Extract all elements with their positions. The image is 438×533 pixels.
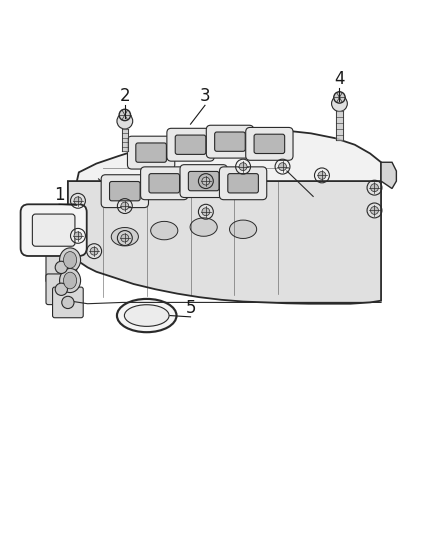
Circle shape: [334, 92, 345, 103]
Circle shape: [119, 109, 131, 120]
Circle shape: [62, 296, 74, 309]
FancyBboxPatch shape: [127, 136, 175, 169]
Circle shape: [318, 172, 326, 179]
Ellipse shape: [151, 221, 178, 240]
Circle shape: [371, 206, 378, 214]
FancyBboxPatch shape: [21, 204, 87, 256]
FancyBboxPatch shape: [228, 174, 258, 193]
FancyBboxPatch shape: [110, 182, 140, 201]
Ellipse shape: [60, 269, 81, 293]
Circle shape: [90, 247, 98, 255]
Circle shape: [55, 261, 67, 273]
FancyBboxPatch shape: [101, 175, 148, 207]
Circle shape: [121, 234, 129, 242]
Ellipse shape: [60, 248, 81, 272]
FancyBboxPatch shape: [136, 143, 166, 162]
FancyBboxPatch shape: [141, 167, 188, 200]
FancyBboxPatch shape: [32, 214, 75, 246]
Ellipse shape: [64, 252, 77, 268]
Polygon shape: [381, 162, 396, 189]
FancyBboxPatch shape: [219, 167, 267, 200]
FancyBboxPatch shape: [215, 132, 245, 151]
Ellipse shape: [111, 228, 138, 246]
Polygon shape: [68, 181, 381, 304]
FancyBboxPatch shape: [46, 274, 77, 304]
FancyBboxPatch shape: [188, 172, 219, 191]
Circle shape: [121, 202, 129, 210]
Circle shape: [202, 208, 210, 216]
FancyBboxPatch shape: [149, 174, 180, 193]
FancyBboxPatch shape: [254, 134, 285, 154]
Circle shape: [239, 163, 247, 171]
Circle shape: [74, 232, 82, 240]
Ellipse shape: [124, 305, 169, 326]
Ellipse shape: [64, 272, 77, 289]
FancyBboxPatch shape: [206, 125, 254, 158]
Circle shape: [117, 113, 133, 129]
FancyBboxPatch shape: [53, 287, 83, 318]
Text: 5: 5: [185, 299, 196, 317]
FancyBboxPatch shape: [167, 128, 214, 161]
Circle shape: [202, 177, 210, 185]
Ellipse shape: [117, 299, 177, 332]
FancyBboxPatch shape: [180, 165, 227, 198]
Circle shape: [332, 96, 347, 111]
FancyBboxPatch shape: [246, 127, 293, 160]
Circle shape: [74, 197, 82, 205]
Circle shape: [55, 283, 67, 295]
Text: 1: 1: [54, 187, 64, 204]
Text: 4: 4: [334, 70, 345, 88]
Ellipse shape: [190, 218, 217, 236]
FancyBboxPatch shape: [175, 135, 206, 155]
Ellipse shape: [230, 220, 257, 238]
Text: 3: 3: [200, 87, 210, 106]
Text: 2: 2: [120, 87, 130, 106]
FancyBboxPatch shape: [46, 252, 77, 282]
Circle shape: [279, 163, 286, 171]
Circle shape: [371, 184, 378, 191]
Polygon shape: [68, 130, 381, 258]
